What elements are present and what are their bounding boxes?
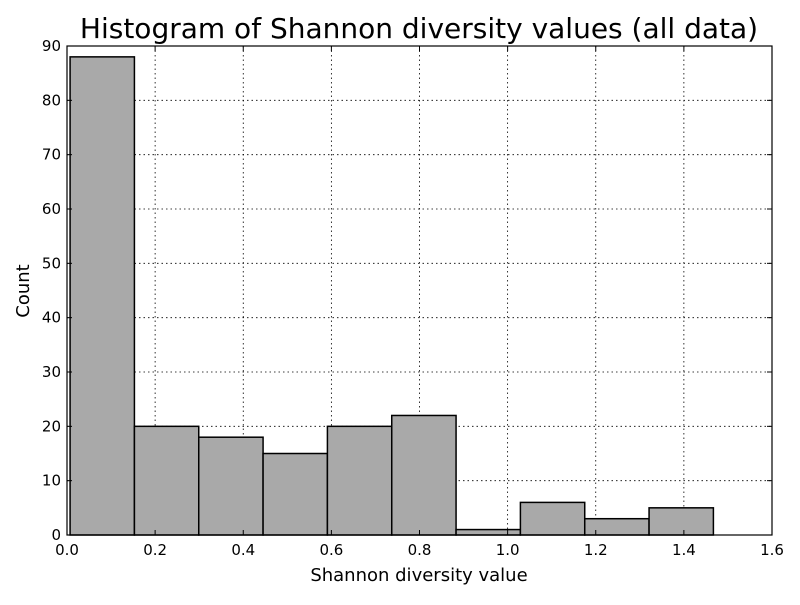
x-tick-label: 1.2 xyxy=(584,541,608,559)
histogram-bar xyxy=(390,414,457,536)
y-tick-label: 50 xyxy=(42,254,61,272)
x-axis-label: Shannon diversity value xyxy=(310,565,527,586)
histogram-bar xyxy=(648,507,715,536)
axis-tick-labels: 0.0 0.2 0.4 0.6 0.8 1.0 1.2 1.4 1.6 0 10 20 30 40 50 60… xyxy=(42,37,784,559)
histogram-bar xyxy=(583,517,650,536)
y-tick-label: 60 xyxy=(42,200,61,218)
y-tick-label: 0 xyxy=(51,526,61,544)
x-tick-label: 0.2 xyxy=(143,541,167,559)
y-tick-label: 30 xyxy=(42,363,61,381)
x-tick-label: 1.4 xyxy=(672,541,696,559)
y-tick-label: 40 xyxy=(42,309,61,327)
histogram-bar xyxy=(519,501,586,536)
y-tick-label: 70 xyxy=(42,146,61,164)
axis-ticks xyxy=(66,45,773,536)
grid-lines xyxy=(67,46,772,535)
histogram-bar xyxy=(197,436,264,536)
histogram-bars xyxy=(69,56,715,536)
chart-title: Histogram of Shannon diversity values (a… xyxy=(80,12,758,45)
y-tick-label: 10 xyxy=(42,472,61,490)
x-tick-label: 1.6 xyxy=(760,541,784,559)
y-axis-label: Count xyxy=(13,264,34,317)
x-tick-label: 0.0 xyxy=(55,541,79,559)
x-tick-label: 1.0 xyxy=(496,541,520,559)
histogram-bar xyxy=(455,528,522,536)
histogram-bar xyxy=(262,452,329,536)
x-tick-label: 0.4 xyxy=(231,541,255,559)
x-tick-label: 0.8 xyxy=(408,541,432,559)
histogram-bar xyxy=(69,56,136,536)
x-tick-label: 0.6 xyxy=(319,541,343,559)
y-tick-label: 80 xyxy=(42,91,61,109)
histogram-bar xyxy=(326,425,393,536)
y-tick-label: 20 xyxy=(42,417,61,435)
y-tick-label: 90 xyxy=(42,37,61,55)
histogram-bar xyxy=(133,425,200,536)
